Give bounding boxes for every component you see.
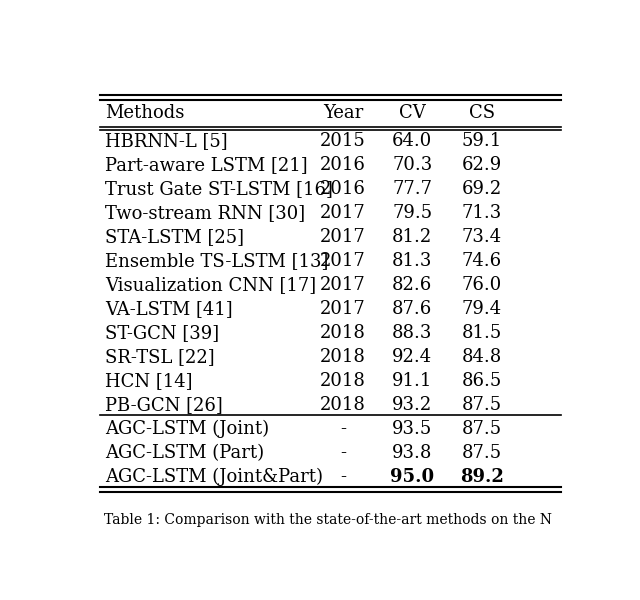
Text: 2017: 2017: [320, 300, 365, 318]
Text: PB-GCN [26]: PB-GCN [26]: [105, 396, 223, 414]
Text: 76.0: 76.0: [461, 276, 502, 294]
Text: 93.5: 93.5: [392, 420, 433, 438]
Text: 77.7: 77.7: [392, 180, 433, 198]
Text: 89.2: 89.2: [460, 468, 504, 486]
Text: VA-LSTM [41]: VA-LSTM [41]: [105, 300, 232, 318]
Text: CV: CV: [399, 104, 426, 122]
Text: 62.9: 62.9: [461, 156, 502, 174]
Text: Table 1: Comparison with the state-of-the-art methods on the N: Table 1: Comparison with the state-of-th…: [104, 513, 552, 527]
Text: 73.4: 73.4: [461, 228, 502, 246]
Text: AGC-LSTM (Joint&Part): AGC-LSTM (Joint&Part): [105, 468, 323, 486]
Text: 2018: 2018: [320, 348, 366, 366]
Text: 92.4: 92.4: [392, 348, 433, 366]
Text: 2016: 2016: [320, 156, 366, 174]
Text: AGC-LSTM (Joint): AGC-LSTM (Joint): [105, 420, 269, 438]
Text: 79.5: 79.5: [392, 204, 433, 222]
Text: -: -: [340, 444, 346, 462]
Text: HBRNN-L [5]: HBRNN-L [5]: [105, 132, 227, 150]
Text: 88.3: 88.3: [392, 324, 433, 342]
Text: 87.5: 87.5: [461, 396, 502, 414]
Text: Year: Year: [323, 104, 363, 122]
Text: 93.2: 93.2: [392, 396, 433, 414]
Text: 91.1: 91.1: [392, 372, 433, 390]
Text: Trust Gate ST-LSTM [16]: Trust Gate ST-LSTM [16]: [105, 180, 333, 198]
Text: 59.1: 59.1: [461, 132, 502, 150]
Text: 64.0: 64.0: [392, 132, 433, 150]
Text: 70.3: 70.3: [392, 156, 433, 174]
Text: Part-aware LSTM [21]: Part-aware LSTM [21]: [105, 156, 307, 174]
Text: 86.5: 86.5: [461, 372, 502, 390]
Text: 82.6: 82.6: [392, 276, 433, 294]
Text: 2018: 2018: [320, 324, 366, 342]
Text: SR-TSL [22]: SR-TSL [22]: [105, 348, 214, 366]
Text: 81.5: 81.5: [461, 324, 502, 342]
Text: 87.6: 87.6: [392, 300, 433, 318]
Text: Visualization CNN [17]: Visualization CNN [17]: [105, 276, 316, 294]
Text: 84.8: 84.8: [461, 348, 502, 366]
Text: 2017: 2017: [320, 252, 365, 270]
Text: AGC-LSTM (Part): AGC-LSTM (Part): [105, 444, 264, 462]
Text: Methods: Methods: [105, 104, 184, 122]
Text: 87.5: 87.5: [461, 444, 502, 462]
Text: 71.3: 71.3: [461, 204, 502, 222]
Text: Ensemble TS-LSTM [13]: Ensemble TS-LSTM [13]: [105, 252, 328, 270]
Text: HCN [14]: HCN [14]: [105, 372, 192, 390]
Text: 2017: 2017: [320, 276, 365, 294]
Text: 2016: 2016: [320, 180, 366, 198]
Text: 93.8: 93.8: [392, 444, 433, 462]
Text: 2018: 2018: [320, 372, 366, 390]
Text: ST-GCN [39]: ST-GCN [39]: [105, 324, 219, 342]
Text: 87.5: 87.5: [461, 420, 502, 438]
Text: Two-stream RNN [30]: Two-stream RNN [30]: [105, 204, 305, 222]
Text: 2017: 2017: [320, 204, 365, 222]
Text: 79.4: 79.4: [461, 300, 502, 318]
Text: 69.2: 69.2: [461, 180, 502, 198]
Text: 2017: 2017: [320, 228, 365, 246]
Text: CS: CS: [468, 104, 495, 122]
Text: STA-LSTM [25]: STA-LSTM [25]: [105, 228, 244, 246]
Text: 2018: 2018: [320, 396, 366, 414]
Text: -: -: [340, 420, 346, 438]
Text: 95.0: 95.0: [390, 468, 435, 486]
Text: -: -: [340, 468, 346, 486]
Text: 81.3: 81.3: [392, 252, 433, 270]
Text: 74.6: 74.6: [461, 252, 502, 270]
Text: 2015: 2015: [320, 132, 365, 150]
Text: 81.2: 81.2: [392, 228, 433, 246]
